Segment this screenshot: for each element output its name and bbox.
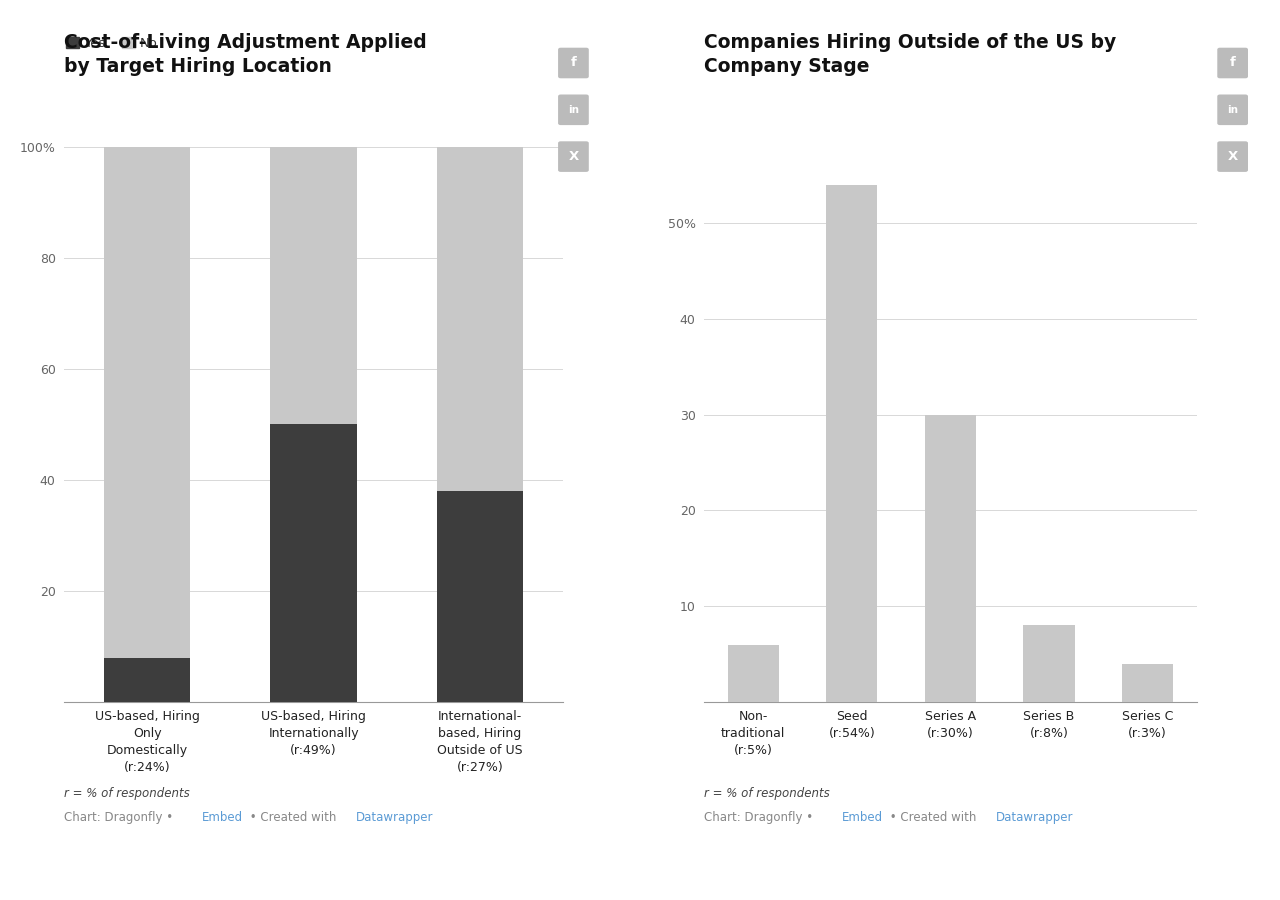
Text: in: in [1228,104,1238,115]
Text: Companies Hiring Outside of the US by
Company Stage: Companies Hiring Outside of the US by Co… [704,33,1116,76]
Bar [924,415,977,702]
Text: f: f [571,57,576,69]
Bar [826,184,878,702]
Text: X: X [568,150,579,163]
Bar [727,644,780,702]
Bar [104,147,191,658]
Text: • Created with: • Created with [886,811,980,824]
Text: Chart: Dragonfly •: Chart: Dragonfly • [64,811,177,824]
Bar [270,425,357,702]
Bar [104,658,191,702]
Text: Cost-of-Living Adjustment Applied
by Target Hiring Location: Cost-of-Living Adjustment Applied by Tar… [64,33,426,76]
Bar [1121,663,1174,702]
Bar [270,147,357,425]
Text: Chart: Dragonfly •: Chart: Dragonfly • [704,811,817,824]
Text: • Created with: • Created with [246,811,340,824]
Bar [436,147,524,491]
Text: f: f [1230,57,1235,69]
Bar [1023,626,1075,702]
Text: Embed: Embed [202,811,243,824]
Text: Datawrapper: Datawrapper [356,811,434,824]
Text: in: in [568,104,579,115]
Text: r = % of respondents: r = % of respondents [64,787,189,799]
Legend: Yes, No: Yes, No [60,32,163,55]
Text: Embed: Embed [842,811,883,824]
Text: r = % of respondents: r = % of respondents [704,787,829,799]
Bar [436,491,524,702]
Text: X: X [1228,150,1238,163]
Text: Datawrapper: Datawrapper [996,811,1074,824]
